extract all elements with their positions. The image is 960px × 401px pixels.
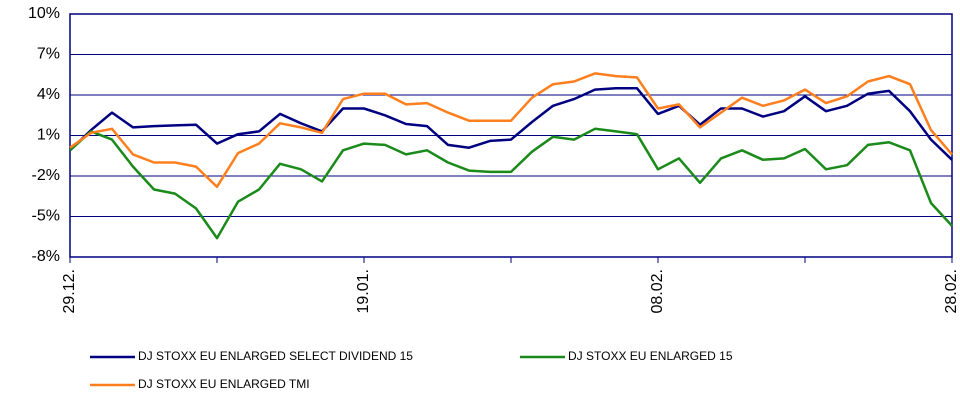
y-tick-label: 10% bbox=[28, 5, 60, 22]
y-tick-label: 4% bbox=[37, 86, 60, 103]
legend-label: DJ STOXX EU ENLARGED 15 bbox=[568, 349, 733, 363]
x-tick-label: 29.12. bbox=[61, 269, 78, 313]
x-tick-label: 19.01. bbox=[355, 269, 372, 313]
y-tick-label: 1% bbox=[37, 127, 60, 144]
y-tick-label: -8% bbox=[32, 248, 60, 265]
legend-label: DJ STOXX EU ENLARGED SELECT DIVIDEND 15 bbox=[138, 349, 413, 363]
x-tick-label: 28.02. bbox=[943, 269, 960, 313]
series-line bbox=[69, 127, 953, 240]
series-line bbox=[69, 72, 953, 189]
legend-label: DJ STOXX EU ENLARGED TMI bbox=[138, 377, 310, 391]
series-line bbox=[69, 87, 953, 161]
y-tick-label: -5% bbox=[32, 208, 60, 225]
y-tick-label: 7% bbox=[37, 46, 60, 63]
y-tick-label: -2% bbox=[32, 167, 60, 184]
x-tick-label: 08.02. bbox=[649, 269, 666, 313]
